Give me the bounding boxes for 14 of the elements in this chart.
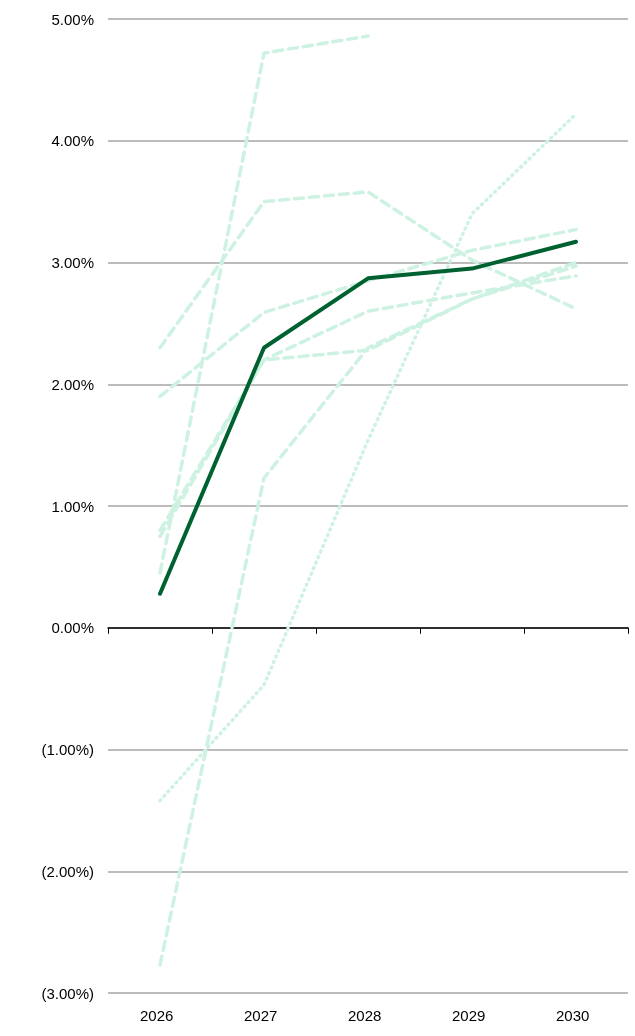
x-tick-label: 2026	[140, 1007, 174, 1024]
y-tick-label: 4.00%	[51, 132, 94, 150]
y-tick-label: 0.00%	[51, 619, 94, 637]
y-tick-label: (2.00%)	[41, 862, 94, 880]
y-tick-label: (3.00%)	[41, 984, 94, 1002]
y-tick-label: 2.00%	[51, 375, 94, 393]
y-tick-label: 1.00%	[51, 497, 94, 515]
x-tick-label: 2030	[556, 1007, 590, 1024]
x-tick-label: 2028	[348, 1007, 382, 1024]
y-tick-label: 3.00%	[51, 254, 94, 271]
x-tick-label: 2027	[244, 1007, 278, 1024]
x-tick-label: 2029	[452, 1007, 486, 1024]
y-tick-label: 5.00%	[51, 10, 94, 28]
y-tick-label: (1.00%)	[41, 741, 94, 758]
